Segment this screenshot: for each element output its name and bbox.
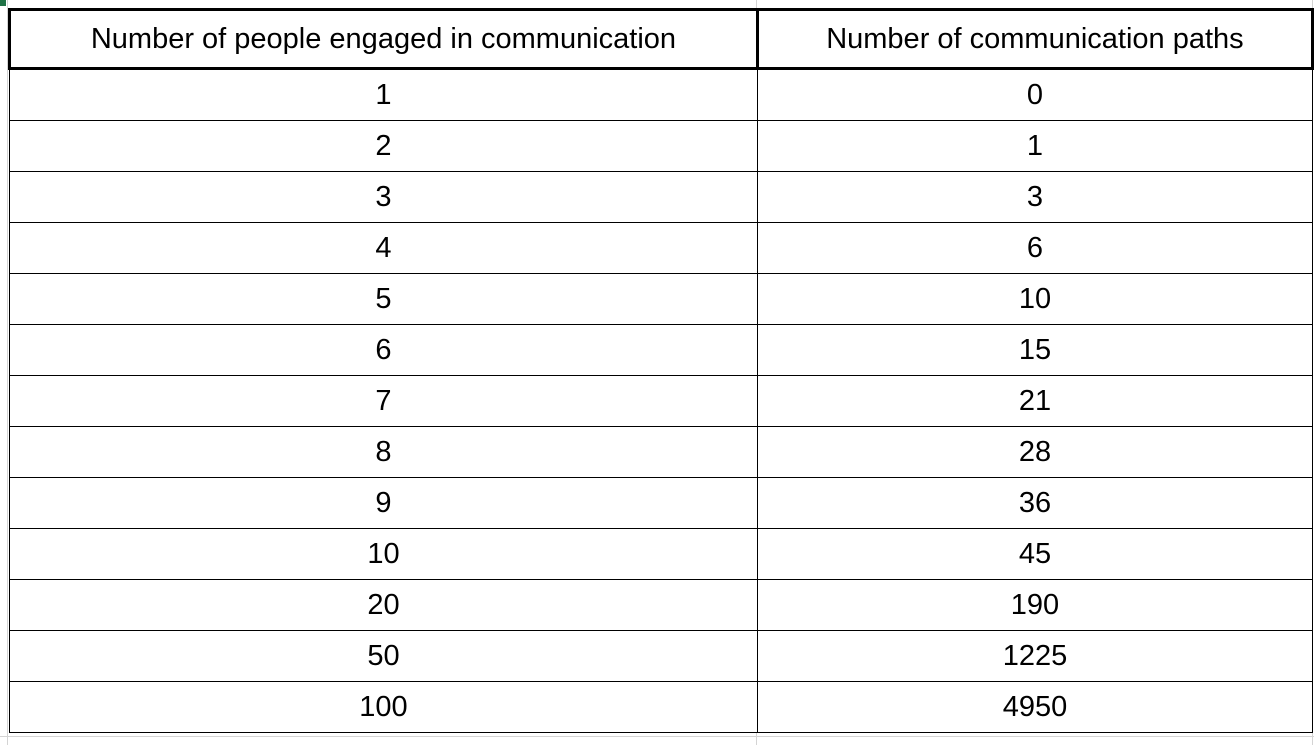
paths-count-cell[interactable]: 21 (756, 375, 1314, 427)
paths-count-cell[interactable]: 10 (756, 273, 1314, 325)
paths-count-cell[interactable]: 4950 (756, 681, 1314, 733)
table-row: 4 6 (9, 222, 1314, 274)
spreadsheet-table: Number of people engaged in communicatio… (8, 8, 1314, 733)
paths-count-cell[interactable]: 3 (756, 171, 1314, 223)
table-row: 9 36 (9, 477, 1314, 529)
people-count-cell[interactable]: 9 (9, 477, 758, 529)
people-count-cell[interactable]: 50 (9, 630, 758, 682)
people-count-cell[interactable]: 8 (9, 426, 758, 478)
paths-count-cell[interactable]: 1 (756, 120, 1314, 172)
people-count-cell[interactable]: 3 (9, 171, 758, 223)
people-count-cell[interactable]: 7 (9, 375, 758, 427)
people-count-cell[interactable]: 1 (9, 68, 758, 121)
sheet-gridline (0, 736, 1314, 737)
table-row: 3 3 (9, 171, 1314, 223)
header-people-count[interactable]: Number of people engaged in communicatio… (8, 8, 759, 70)
people-count-cell[interactable]: 2 (9, 120, 758, 172)
active-cell-marker (0, 0, 6, 6)
people-count-cell[interactable]: 20 (9, 579, 758, 631)
table-row: 8 28 (9, 426, 1314, 478)
table-row: 6 15 (9, 324, 1314, 376)
people-count-cell[interactable]: 10 (9, 528, 758, 580)
paths-count-cell[interactable]: 6 (756, 222, 1314, 274)
table-row: 100 4950 (9, 681, 1314, 733)
header-row: Number of people engaged in communicatio… (8, 8, 1314, 70)
paths-count-cell[interactable]: 15 (756, 324, 1314, 376)
table-row: 1 0 (9, 68, 1314, 121)
people-count-cell[interactable]: 6 (9, 324, 758, 376)
table-row: 5 10 (9, 273, 1314, 325)
table-row: 20 190 (9, 579, 1314, 631)
people-count-cell[interactable]: 4 (9, 222, 758, 274)
people-count-cell[interactable]: 5 (9, 273, 758, 325)
table-row: 7 21 (9, 375, 1314, 427)
table-row: 2 1 (9, 120, 1314, 172)
paths-count-cell[interactable]: 28 (756, 426, 1314, 478)
paths-count-cell[interactable]: 45 (756, 528, 1314, 580)
people-count-cell[interactable]: 100 (9, 681, 758, 733)
sheet-gridline (7, 0, 8, 745)
paths-count-cell[interactable]: 1225 (756, 630, 1314, 682)
table-row: 50 1225 (9, 630, 1314, 682)
paths-count-cell[interactable]: 190 (756, 579, 1314, 631)
paths-count-cell[interactable]: 36 (756, 477, 1314, 529)
table-row: 10 45 (9, 528, 1314, 580)
header-communication-paths[interactable]: Number of communication paths (755, 8, 1314, 70)
paths-count-cell[interactable]: 0 (756, 68, 1314, 121)
